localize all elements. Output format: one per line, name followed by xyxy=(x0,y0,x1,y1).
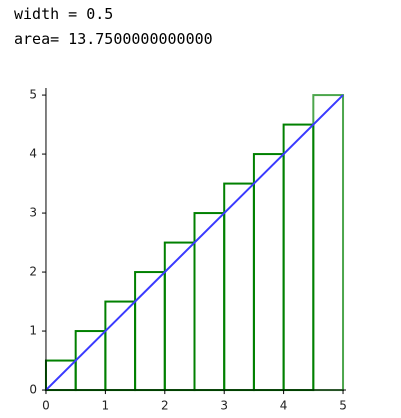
bar xyxy=(223,182,255,392)
x-tick-label: 0 xyxy=(42,399,50,413)
x-tick-label: 2 xyxy=(161,399,169,413)
area-output: area= 13.7500000000000 xyxy=(14,30,213,48)
bar xyxy=(312,94,345,392)
bar xyxy=(104,300,137,392)
width-output: width = 0.5 xyxy=(14,5,114,23)
bar xyxy=(163,241,196,392)
y-tick-label: 1 xyxy=(29,324,37,338)
y-tick-label: 4 xyxy=(29,147,37,161)
x-tick-label: 1 xyxy=(102,399,110,413)
bar xyxy=(252,153,285,392)
y-tick-label: 0 xyxy=(29,383,37,397)
bar xyxy=(74,330,107,392)
x-tick-label: 4 xyxy=(280,399,288,413)
bar xyxy=(134,271,166,392)
y-tick-label: 2 xyxy=(29,265,37,279)
bar xyxy=(282,123,315,392)
x-tick-label: 5 xyxy=(339,399,347,413)
y-tick-label: 5 xyxy=(29,88,37,102)
bar xyxy=(193,212,226,392)
x-tick-label: 3 xyxy=(220,399,228,413)
y-tick-label: 3 xyxy=(29,206,37,220)
line xyxy=(45,94,344,391)
